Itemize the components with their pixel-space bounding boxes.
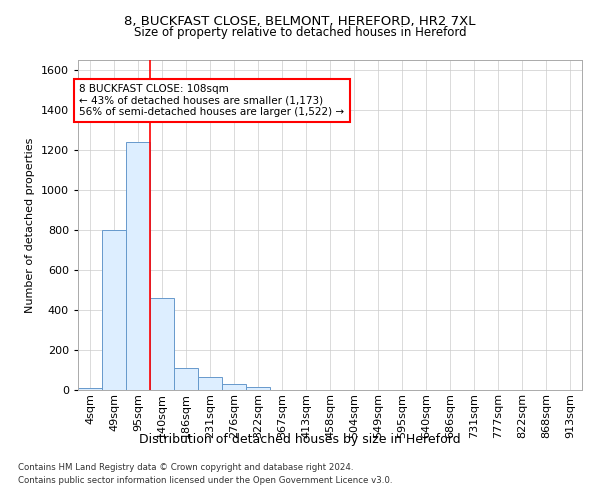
Text: Size of property relative to detached houses in Hereford: Size of property relative to detached ho…: [134, 26, 466, 39]
Text: 8, BUCKFAST CLOSE, BELMONT, HEREFORD, HR2 7XL: 8, BUCKFAST CLOSE, BELMONT, HEREFORD, HR…: [124, 15, 476, 28]
Bar: [198, 377, 222, 390]
Bar: [150, 298, 174, 390]
Y-axis label: Number of detached properties: Number of detached properties: [25, 138, 35, 312]
Bar: [174, 368, 198, 390]
Bar: [222, 384, 246, 390]
Text: Contains HM Land Registry data © Crown copyright and database right 2024.: Contains HM Land Registry data © Crown c…: [18, 464, 353, 472]
Text: Distribution of detached houses by size in Hereford: Distribution of detached houses by size …: [139, 432, 461, 446]
Text: Contains public sector information licensed under the Open Government Licence v3: Contains public sector information licen…: [18, 476, 392, 485]
Bar: [126, 142, 150, 390]
Text: 8 BUCKFAST CLOSE: 108sqm
← 43% of detached houses are smaller (1,173)
56% of sem: 8 BUCKFAST CLOSE: 108sqm ← 43% of detach…: [79, 84, 344, 117]
Bar: [78, 388, 102, 390]
Bar: [102, 230, 126, 390]
Bar: [246, 387, 270, 390]
